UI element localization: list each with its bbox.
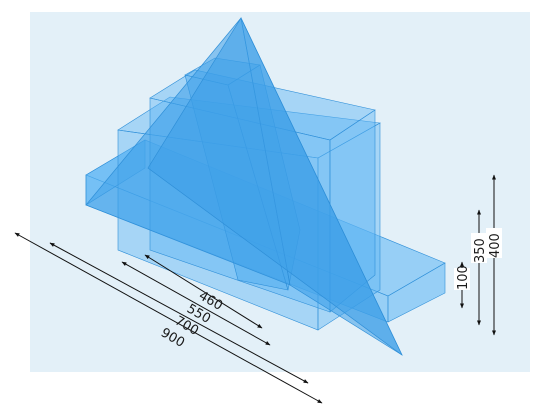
label-400: 400 bbox=[488, 233, 503, 258]
length-dimensions bbox=[14, 232, 323, 404]
base-slab-side bbox=[387, 262, 446, 323]
label-350: 350 bbox=[473, 238, 488, 263]
triangular-prism bbox=[85, 17, 403, 356]
dim-line-900 bbox=[14, 232, 323, 404]
label-100: 100 bbox=[456, 265, 471, 290]
